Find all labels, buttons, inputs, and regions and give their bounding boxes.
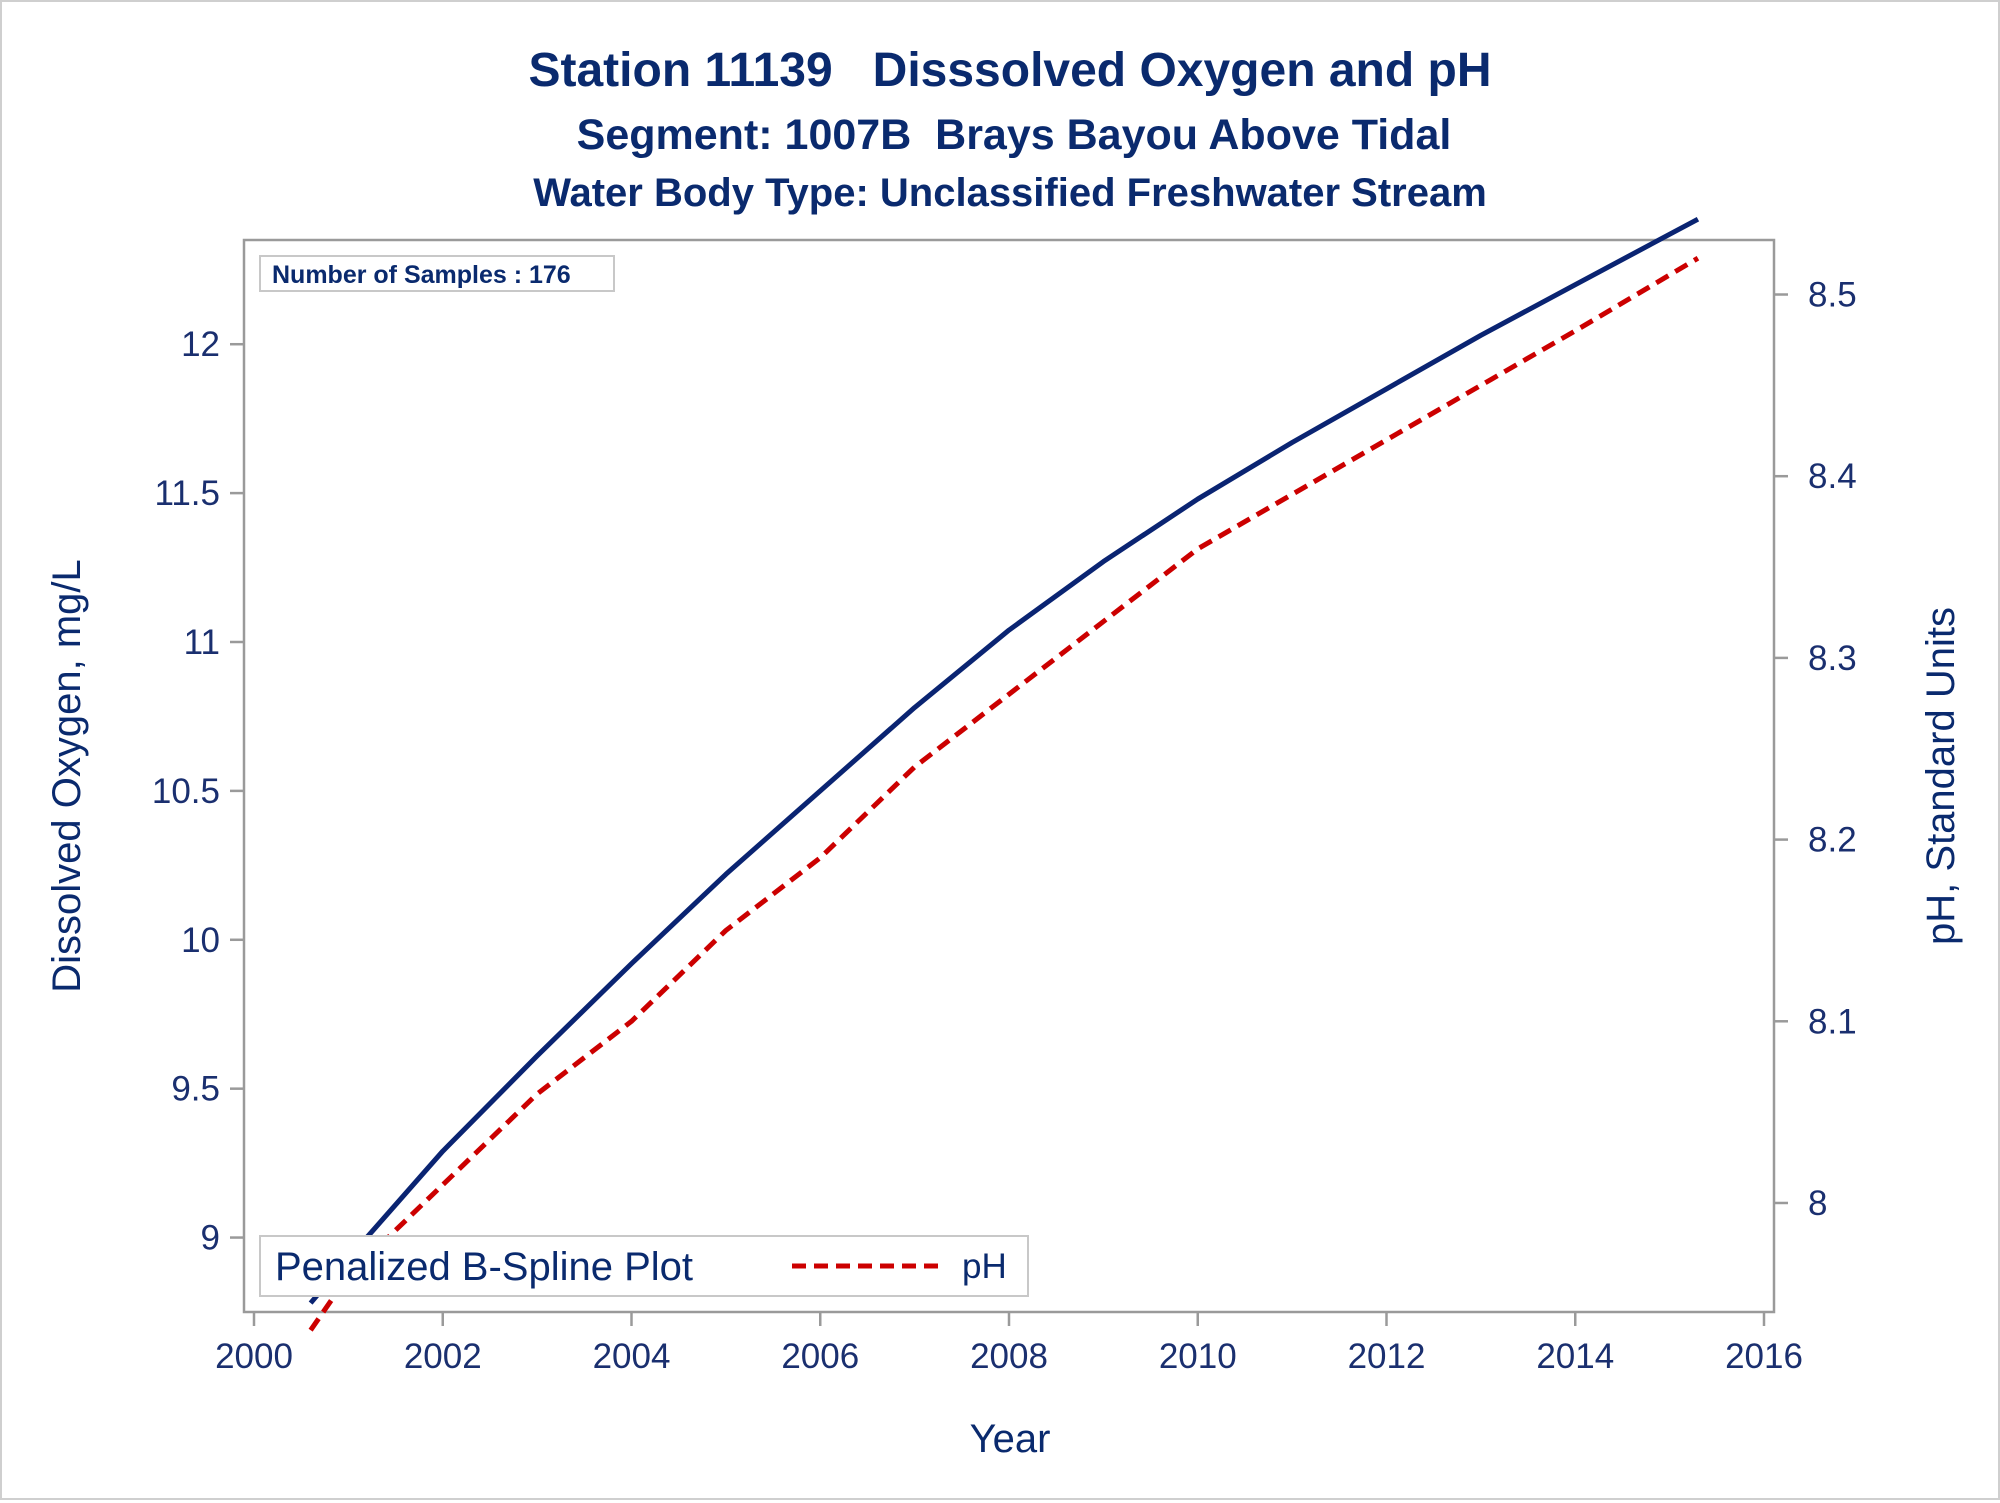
y2-tick-label: 8.5 [1808, 276, 1857, 315]
x-axis-label: Year [970, 1417, 1051, 1461]
chart-subtitle-waterbody: Water Body Type: Unclassified Freshwater… [533, 171, 1487, 215]
x-tick-label: 2016 [1725, 1337, 1803, 1376]
legend-box [259, 1235, 1029, 1297]
y2-axis-label: pH, Standard Units [1919, 607, 1963, 945]
chart-subtitle-segment: Segment: 1007B Brays Bayou Above Tidal [577, 111, 1452, 159]
y-tick-label: 10 [181, 921, 220, 960]
y2-tick-label: 8.3 [1808, 639, 1857, 678]
samples-inset-box [259, 255, 615, 292]
y-tick-label: 9 [201, 1219, 220, 1258]
ph-series-line [308, 256, 1700, 1332]
y-axis-left: 9 9.5 10 10.5 11 11.5 12 [152, 325, 244, 1258]
legend-title: Penalized B-Spline Plot [275, 1245, 693, 1289]
x-tick-label: 2002 [404, 1337, 482, 1376]
x-tick-label: 2014 [1536, 1337, 1614, 1376]
x-tick-label: 2010 [1159, 1337, 1237, 1376]
chart-title: Station 11139 Disssolved Oxygen and pH [528, 44, 1491, 97]
x-tick-label: 2006 [781, 1337, 859, 1376]
series-layer [308, 216, 1700, 1332]
y2-tick-label: 8.4 [1808, 457, 1857, 496]
x-tick-label: 2004 [593, 1337, 671, 1376]
y-tick-label: 11 [184, 623, 220, 662]
x-axis: 2000 2002 2004 2006 2008 2010 2012 2014 2016 [215, 1312, 1803, 1376]
x-tick-label: 2012 [1348, 1337, 1426, 1376]
y2-tick-label: 8 [1808, 1184, 1827, 1223]
legend-ph-label: pH [962, 1247, 1007, 1286]
y-axis-label: Dissolved Oxygen, mg/L [45, 559, 89, 993]
y2-tick-label: 8.1 [1808, 1002, 1857, 1041]
samples-inset-text: Number of Samples : 176 [272, 261, 571, 289]
y-tick-label: 11.5 [154, 474, 220, 513]
plot-area [242, 238, 1776, 1314]
dissolved-oxygen-series-line [308, 216, 1700, 1305]
y-axis-right: 8 8.1 8.2 8.3 8.4 8.5 [1774, 276, 1857, 1223]
y-tick-label: 9.5 [171, 1070, 220, 1109]
y-tick-label: 10.5 [152, 772, 220, 811]
x-tick-label: 2000 [215, 1337, 293, 1376]
x-tick-label: 2008 [970, 1337, 1048, 1376]
y2-tick-label: 8.2 [1808, 821, 1857, 860]
y-tick-label: 12 [181, 325, 220, 364]
